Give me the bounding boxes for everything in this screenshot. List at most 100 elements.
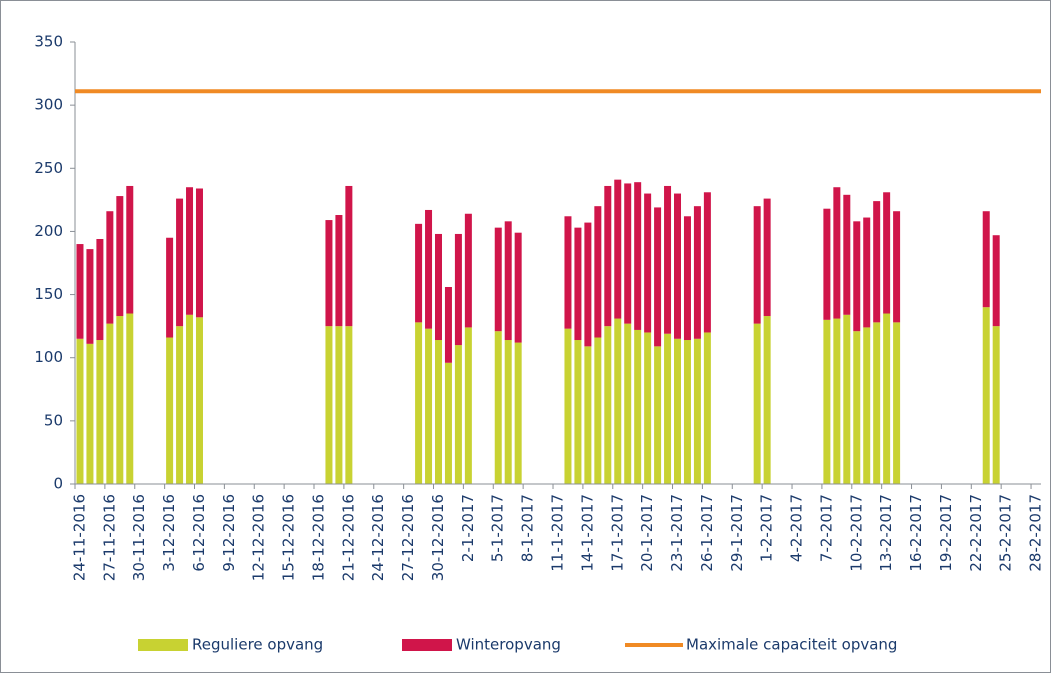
bar-segment bbox=[434, 340, 442, 484]
x-tick-label: 8-1-2017 bbox=[519, 494, 537, 562]
bar-segment bbox=[86, 249, 94, 344]
bar-segment bbox=[823, 208, 831, 320]
x-tick-label: 2-1-2017 bbox=[459, 494, 477, 562]
bar-segment bbox=[703, 192, 711, 333]
bar-segment bbox=[86, 343, 94, 484]
x-tick-label: 21-12-2016 bbox=[339, 494, 357, 581]
bar-segment bbox=[504, 221, 512, 341]
x-tick-label: 27-12-2016 bbox=[399, 494, 417, 581]
y-tick-label: 100 bbox=[34, 348, 63, 366]
bar-segment bbox=[444, 286, 452, 363]
bar-segment bbox=[654, 346, 662, 484]
bar-segment bbox=[604, 326, 612, 484]
x-tick-label: 30-11-2016 bbox=[130, 494, 148, 581]
y-tick-label: 50 bbox=[44, 411, 63, 429]
bar-segment bbox=[644, 332, 652, 484]
bar-segment bbox=[494, 331, 502, 484]
bar-segment bbox=[634, 182, 642, 330]
bar-segment bbox=[574, 227, 582, 341]
bar-segment bbox=[176, 326, 184, 484]
x-tick-label: 24-11-2016 bbox=[70, 494, 88, 581]
bar-segment bbox=[564, 328, 572, 484]
bar-segment bbox=[992, 326, 1000, 484]
bar-segment bbox=[464, 327, 472, 484]
bar-segment bbox=[654, 207, 662, 347]
bar-segment bbox=[674, 338, 682, 484]
bar-segment bbox=[335, 215, 343, 327]
bar-segment bbox=[514, 342, 522, 484]
bar-segment bbox=[325, 220, 333, 327]
x-tick-label: 15-12-2016 bbox=[280, 494, 298, 581]
x-tick-label: 13-2-2017 bbox=[877, 494, 895, 572]
legend-label: Reguliere opvang bbox=[192, 636, 323, 654]
bar-segment bbox=[76, 244, 84, 339]
x-tick-label: 4-2-2017 bbox=[788, 494, 806, 562]
bar-segment bbox=[186, 187, 194, 315]
bar-segment bbox=[444, 362, 452, 484]
x-tick-label: 16-2-2017 bbox=[907, 494, 925, 572]
bar-segment bbox=[345, 326, 353, 484]
bar-segment bbox=[564, 216, 572, 329]
bar-segment bbox=[863, 217, 871, 328]
x-tick-label: 20-1-2017 bbox=[638, 494, 656, 572]
x-tick-label: 25-2-2017 bbox=[997, 494, 1015, 572]
bar-segment bbox=[116, 316, 124, 484]
bar-segment bbox=[753, 323, 761, 484]
bar-segment bbox=[843, 194, 851, 315]
legend-label: Maximale capaciteit opvang bbox=[686, 636, 897, 654]
bar-segment bbox=[425, 328, 433, 484]
x-tick-label: 18-12-2016 bbox=[309, 494, 327, 581]
bar-segment bbox=[853, 221, 861, 332]
bar-segment bbox=[624, 323, 632, 484]
x-tick-label: 6-12-2016 bbox=[190, 494, 208, 572]
bar-segment bbox=[106, 211, 114, 324]
bar-segment bbox=[96, 239, 104, 341]
bar-segment bbox=[415, 223, 423, 323]
x-tick-label: 7-2-2017 bbox=[817, 494, 835, 562]
bar-segment bbox=[584, 222, 592, 347]
bar-segment bbox=[454, 233, 462, 346]
bar-segment bbox=[624, 183, 632, 324]
y-tick-label: 300 bbox=[34, 96, 63, 114]
bar-segment bbox=[464, 213, 472, 328]
bar-segment bbox=[195, 188, 203, 318]
bar-segment bbox=[454, 345, 462, 484]
bar-segment bbox=[634, 329, 642, 484]
bar-segment bbox=[873, 322, 881, 484]
bar-segment bbox=[683, 340, 691, 484]
bar-segment bbox=[504, 340, 512, 484]
bar-segment bbox=[683, 216, 691, 341]
bar-segment bbox=[166, 237, 174, 338]
bar-segment bbox=[853, 331, 861, 484]
bar-segment bbox=[883, 313, 891, 484]
x-tick-label: 17-1-2017 bbox=[608, 494, 626, 572]
bar-segment bbox=[674, 193, 682, 339]
x-tick-label: 28-2-2017 bbox=[1027, 494, 1045, 572]
legend-swatch bbox=[402, 639, 452, 651]
bar-segment bbox=[664, 333, 672, 484]
bar-segment bbox=[594, 206, 602, 338]
bar-segment bbox=[176, 198, 184, 327]
bar-segment bbox=[116, 196, 124, 317]
bar-segment bbox=[345, 185, 353, 327]
y-tick-label: 150 bbox=[34, 285, 63, 303]
x-tick-label: 29-1-2017 bbox=[728, 494, 746, 572]
bar-segment bbox=[753, 206, 761, 324]
bar-segment bbox=[76, 338, 84, 484]
bar-segment bbox=[96, 340, 104, 484]
x-tick-label: 3-12-2016 bbox=[160, 494, 178, 572]
bar-segment bbox=[703, 332, 711, 484]
bar-segment bbox=[863, 327, 871, 484]
legend-label: Winteropvang bbox=[456, 636, 561, 654]
bar-segment bbox=[644, 193, 652, 333]
bar-segment bbox=[335, 326, 343, 484]
bar-segment bbox=[425, 209, 433, 329]
bar-segment bbox=[982, 211, 990, 308]
x-tick-label: 24-12-2016 bbox=[369, 494, 387, 581]
x-tick-label: 27-11-2016 bbox=[100, 494, 118, 581]
y-tick-label: 250 bbox=[34, 159, 63, 177]
bar-segment bbox=[992, 235, 1000, 327]
bar-segment bbox=[763, 316, 771, 484]
bar-segment bbox=[126, 313, 134, 484]
